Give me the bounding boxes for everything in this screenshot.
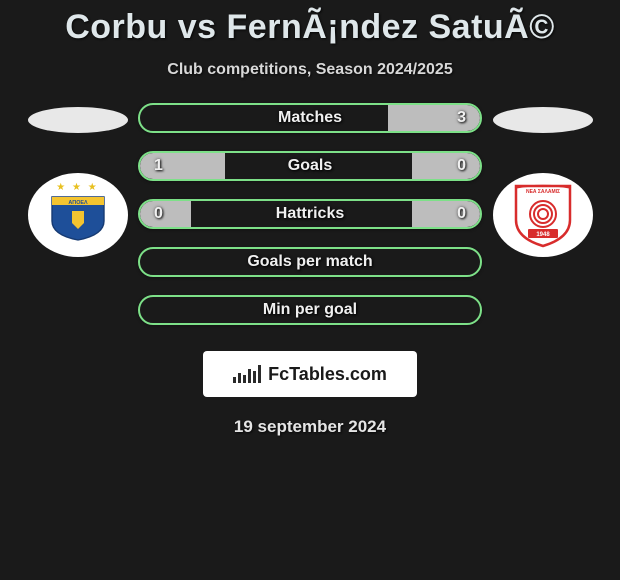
stat-right-value: 3	[457, 109, 466, 127]
stat-label: Min per goal	[263, 301, 357, 319]
stat-label: Goals per match	[247, 253, 372, 271]
svg-text:ΝΕΑ ΣΑΛΑΜΙΣ: ΝΕΑ ΣΑΛΑΜΙΣ	[525, 189, 559, 195]
stat-row-goals-per-match: Goals per match	[138, 247, 482, 277]
site-brand-link[interactable]: FcTables.com	[203, 351, 417, 397]
stat-label: Hattricks	[276, 205, 344, 223]
svg-text:1948: 1948	[536, 232, 550, 238]
stat-label: Goals	[288, 157, 332, 175]
left-player-column: ★ ★ ★ ΑΠΟΕΛ	[25, 103, 130, 257]
right-player-avatar-placeholder	[493, 107, 593, 133]
right-club-badge: ΝΕΑ ΣΑΛΑΜΙΣ 1948	[493, 173, 593, 257]
stars-icon: ★ ★ ★	[56, 182, 98, 193]
stat-row-hattricks: 0 Hattricks 0	[138, 199, 482, 229]
svg-text:ΑΠΟΕΛ: ΑΠΟΕΛ	[68, 200, 88, 206]
stat-right-value: 0	[457, 157, 466, 175]
stats-list: Matches 3 1 Goals 0 0 Hattricks 0 Goals …	[138, 103, 482, 325]
stat-left-value: 1	[154, 157, 163, 175]
comparison-panel: ★ ★ ★ ΑΠΟΕΛ Matches 3	[0, 103, 620, 325]
stat-fill-right	[412, 201, 480, 227]
stat-fill-right	[388, 105, 480, 131]
date-label: 19 september 2024	[0, 417, 620, 437]
stat-fill-left	[140, 153, 225, 179]
stat-label: Matches	[278, 109, 342, 127]
stat-right-value: 0	[457, 205, 466, 223]
subtitle: Club competitions, Season 2024/2025	[0, 61, 620, 79]
bars-chart-icon	[233, 365, 261, 383]
left-player-avatar-placeholder	[28, 107, 128, 133]
left-club-badge: ★ ★ ★ ΑΠΟΕΛ	[28, 173, 128, 257]
stat-row-min-per-goal: Min per goal	[138, 295, 482, 325]
stat-left-value: 0	[154, 205, 163, 223]
stat-fill-left	[140, 201, 191, 227]
apoel-shield-icon: ΑΠΟΕΛ	[50, 193, 106, 241]
nea-salamis-shield-icon: ΝΕΑ ΣΑΛΑΜΙΣ 1948	[508, 180, 578, 250]
page-title: Corbu vs FernÃ¡ndez SatuÃ©	[0, 0, 620, 47]
stat-row-goals: 1 Goals 0	[138, 151, 482, 181]
stat-fill-right	[412, 153, 480, 179]
stat-row-matches: Matches 3	[138, 103, 482, 133]
site-brand-text: FcTables.com	[268, 364, 387, 385]
right-player-column: ΝΕΑ ΣΑΛΑΜΙΣ 1948	[490, 103, 595, 257]
